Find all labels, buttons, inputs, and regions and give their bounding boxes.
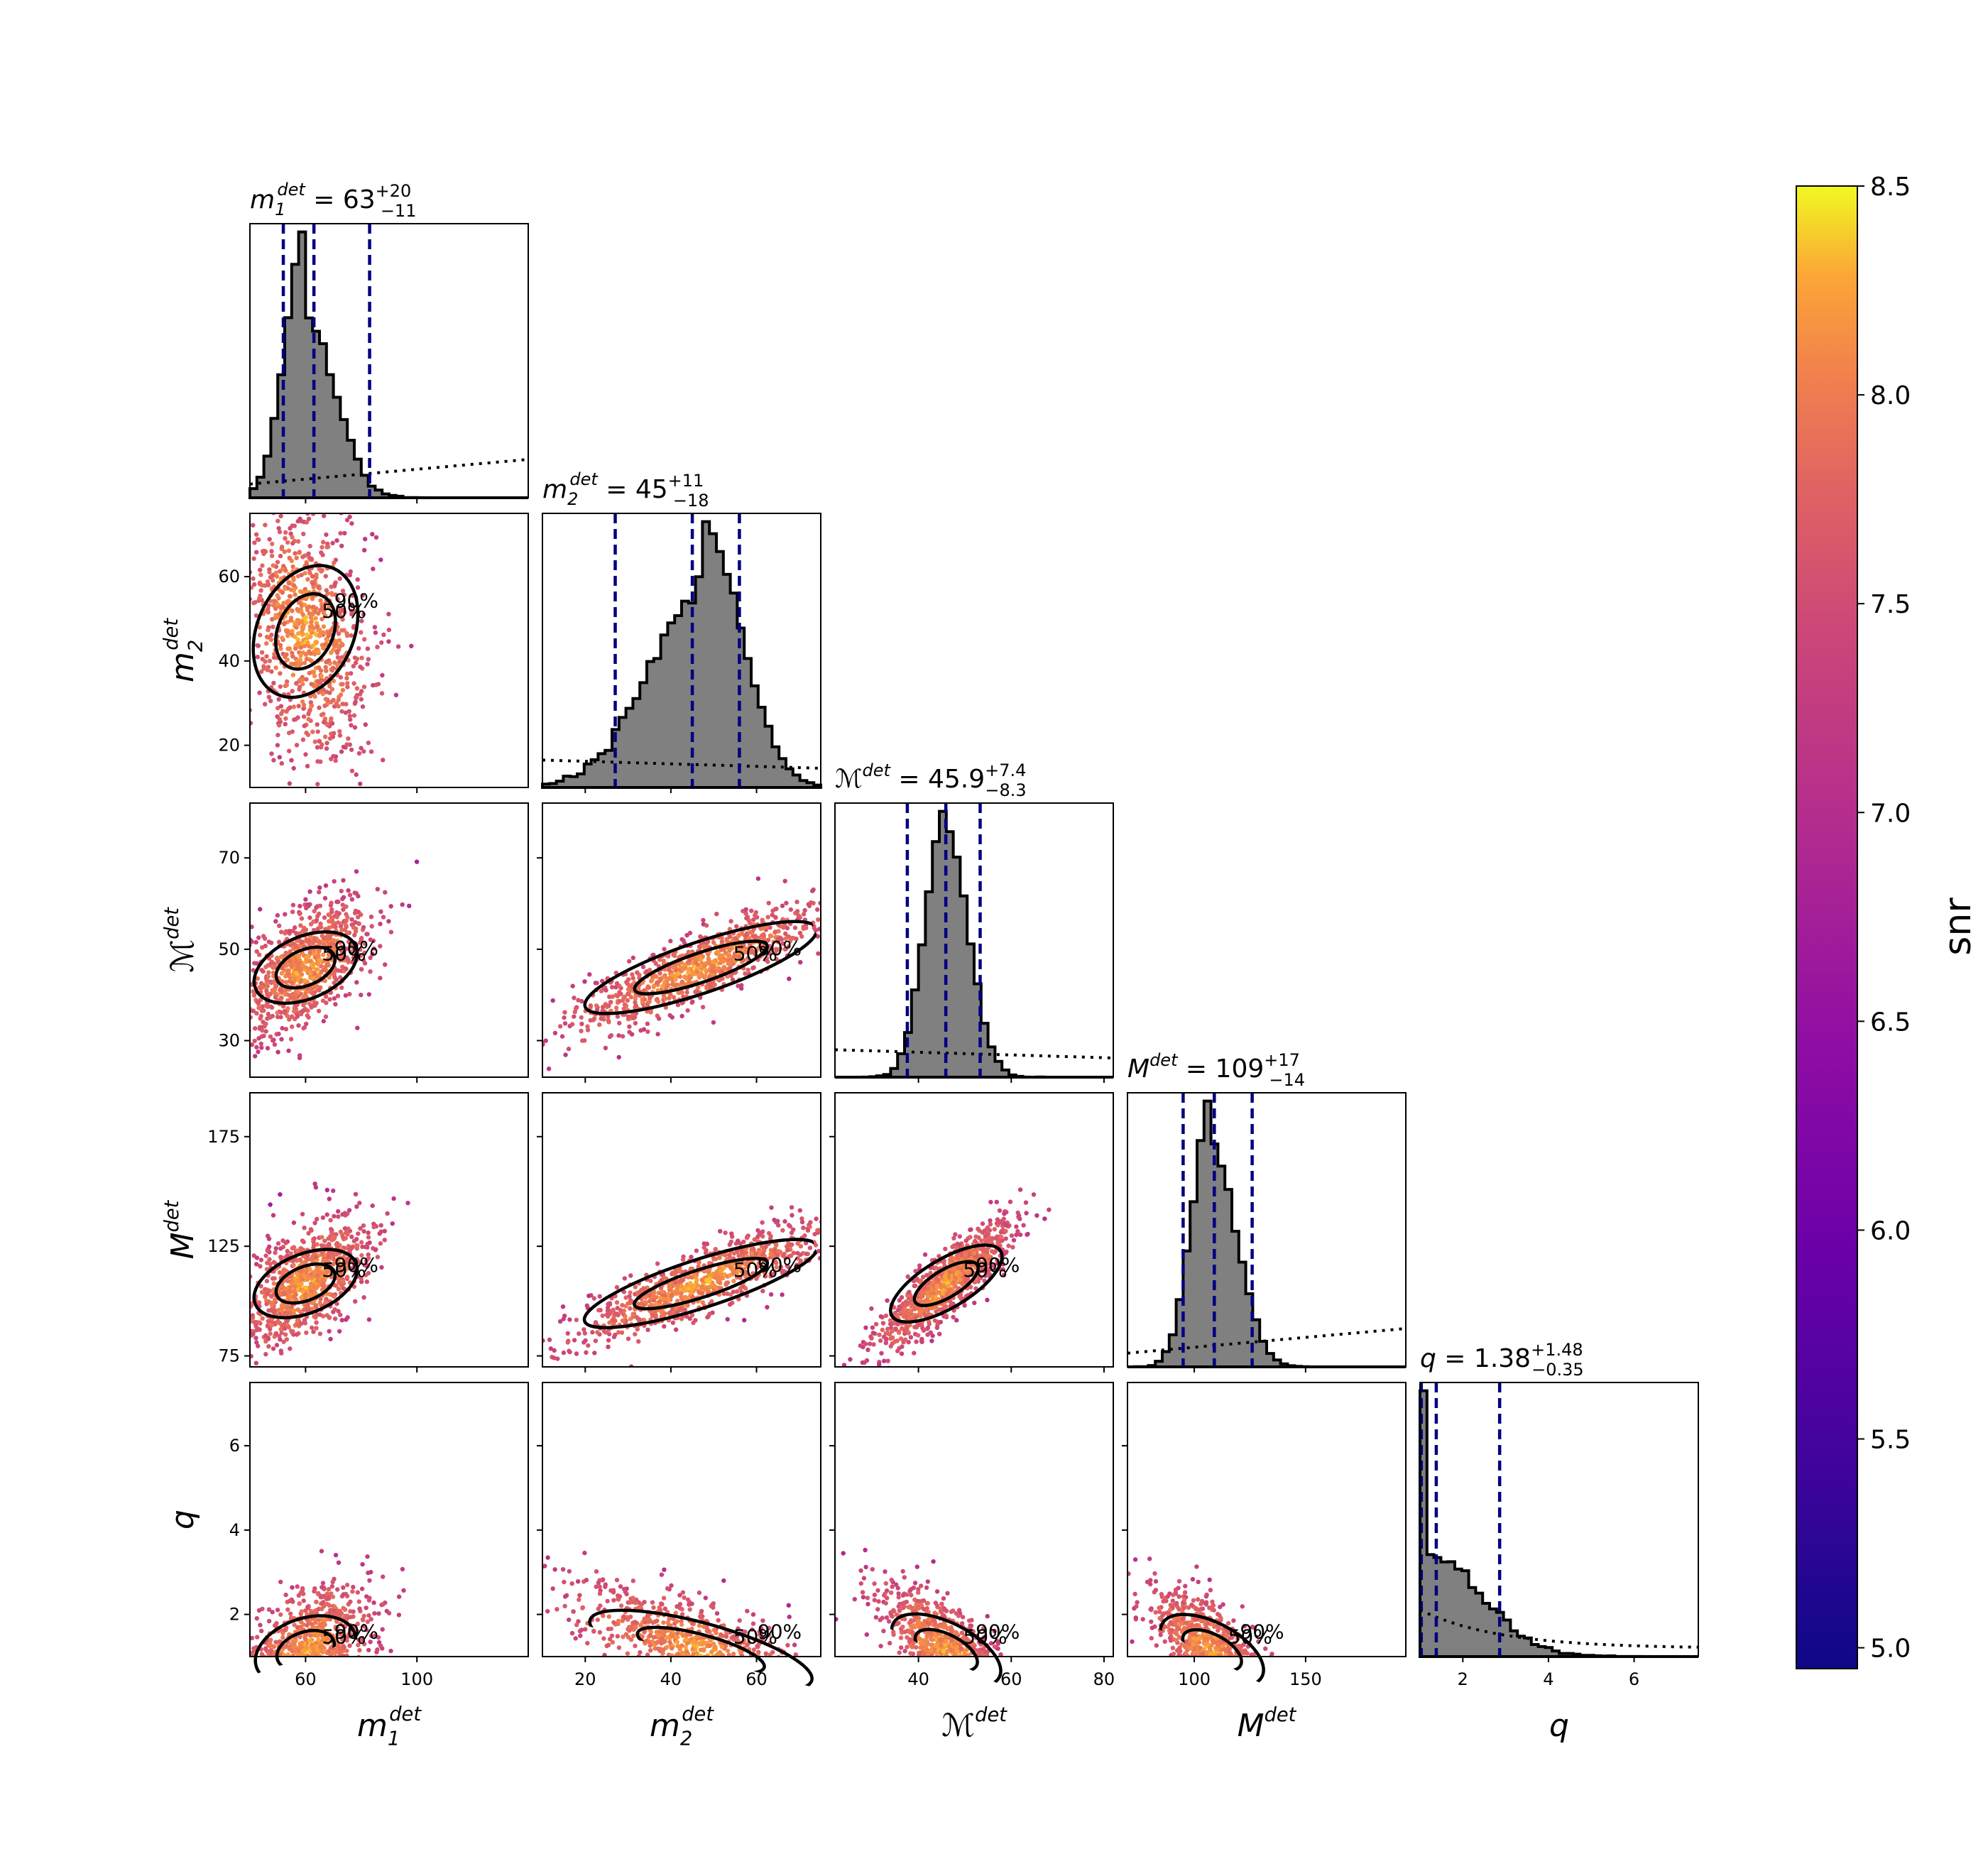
x-tick-label: 60: [746, 1669, 768, 1689]
x-tick-label: 80: [1093, 1669, 1115, 1689]
contour-label: 90%: [758, 1620, 802, 1643]
x-tick-label: 2: [1458, 1669, 1468, 1689]
colorbar-tick-label: 7.0: [1870, 799, 1911, 828]
panel-chirp-vs-chirp: ℳdet = 45.9+7.4−8.3: [835, 760, 1113, 1083]
title-m1: m1det = 63+20−11: [250, 180, 416, 221]
title-m2: m2det = 45+11−18: [542, 469, 709, 511]
y-axis-label-m2: m2det: [160, 618, 207, 682]
x-axis-label-M: Mdet: [1238, 1704, 1297, 1744]
x-axis-label-m2: m2det: [650, 1703, 714, 1750]
panel-frame: [1127, 1093, 1406, 1367]
histogram-chirp: [835, 812, 1113, 1077]
panel-M-vs-M: Mdet = 109+17−14: [1127, 1050, 1406, 1373]
contour-label: 90%: [334, 1620, 378, 1643]
y-tick-label: 175: [207, 1127, 240, 1147]
contour-label: 90%: [334, 589, 378, 613]
panel-M-vs-m2: 50%90%: [513, 1093, 919, 1375]
y-tick-label: 70: [218, 848, 240, 868]
panel-frame: [250, 1093, 528, 1367]
x-tick-label: 40: [660, 1669, 682, 1689]
scatter-points: [507, 868, 912, 1071]
y-tick-label: 125: [207, 1236, 240, 1256]
contour-label: 90%: [758, 937, 802, 960]
colorbar: 5.0 5.5 6.0 6.5 7.0 7.5 8.0 8.5 snr: [1796, 173, 1979, 1669]
colorbar-tick-label: 7.5: [1870, 590, 1911, 619]
scatter-points: [176, 860, 419, 1070]
x-axis-label-chirp: ℳdet: [941, 1704, 1007, 1744]
x-tick-label: 150: [1289, 1669, 1322, 1689]
x-axis-label-m1: m1det: [357, 1703, 422, 1750]
colorbar-tick-label: 6.5: [1870, 1008, 1911, 1037]
colorbar-tick-label: 5.5: [1870, 1426, 1911, 1455]
x-tick-label: 6: [1629, 1669, 1639, 1689]
x-tick-label: 100: [400, 1669, 433, 1689]
y-tick-label: 6: [229, 1436, 240, 1456]
panel-frame: [250, 513, 528, 787]
contour-label: 90%: [976, 1253, 1020, 1277]
y-tick-label: 2: [229, 1605, 240, 1625]
y-tick-label: 50: [218, 939, 240, 959]
y-axis-label-q: q: [165, 1510, 201, 1529]
contour-label: 90%: [334, 1253, 378, 1277]
panel-m2-vs-m2: m2det = 45+11−18: [542, 469, 821, 793]
panel-frame: [542, 1093, 821, 1367]
colorbar-tick-label: 6.0: [1870, 1216, 1911, 1245]
x-tick-label: 60: [295, 1669, 317, 1689]
histogram-M: [1127, 1101, 1406, 1367]
y-tick-label: 40: [218, 651, 240, 671]
x-tick-label: 40: [907, 1669, 929, 1689]
histogram-m2: [542, 522, 821, 787]
scatter-points: [816, 1187, 1051, 1427]
panel-M-vs-chirp: 50%90%: [816, 1093, 1113, 1428]
y-tick-label: 20: [218, 736, 240, 756]
contour-90: [577, 1223, 824, 1344]
colorbar-label: snr: [1937, 898, 1979, 956]
histogram-m1: [250, 232, 528, 498]
x-tick-label: 100: [1178, 1669, 1211, 1689]
y-axis-label-M: Mdet: [161, 1199, 201, 1259]
x-tick-label: 60: [1000, 1669, 1022, 1689]
colorbar-tick-label: 8.0: [1870, 381, 1911, 410]
panel-m1-vs-m1: m1det = 63+20−11: [250, 180, 528, 503]
contour-label: 90%: [976, 1620, 1020, 1643]
colorbar-gradient: [1796, 186, 1857, 1669]
contour-label: 90%: [1240, 1620, 1284, 1643]
panel-chirp-vs-m2: 50%90%: [507, 803, 912, 1083]
contour-label: 90%: [334, 937, 378, 960]
histogram-q: [1420, 1391, 1698, 1657]
contour-label: 90%: [758, 1253, 802, 1277]
x-tick-label: 20: [574, 1669, 596, 1689]
y-tick-label: 60: [218, 567, 240, 587]
y-tick-label: 4: [229, 1520, 240, 1540]
y-tick-label: 75: [218, 1346, 240, 1366]
colorbar-tick-label: 8.5: [1870, 173, 1911, 202]
panel-q-vs-q: q = 1.38+1.48−0.35 2 4 6 q: [1420, 1340, 1698, 1744]
y-axis-label-chirp: ℳdet: [161, 907, 201, 973]
title-chirp: ℳdet = 45.9+7.4−8.3: [835, 760, 1027, 800]
title-M: Mdet = 109+17−14: [1127, 1050, 1305, 1090]
y-tick-label: 30: [218, 1031, 240, 1051]
colorbar-tick-label: 5.0: [1870, 1635, 1911, 1664]
x-tick-label: 4: [1543, 1669, 1553, 1689]
title-q: q = 1.38+1.48−0.35: [1420, 1340, 1584, 1380]
x-axis-label-q: q: [1549, 1708, 1569, 1744]
